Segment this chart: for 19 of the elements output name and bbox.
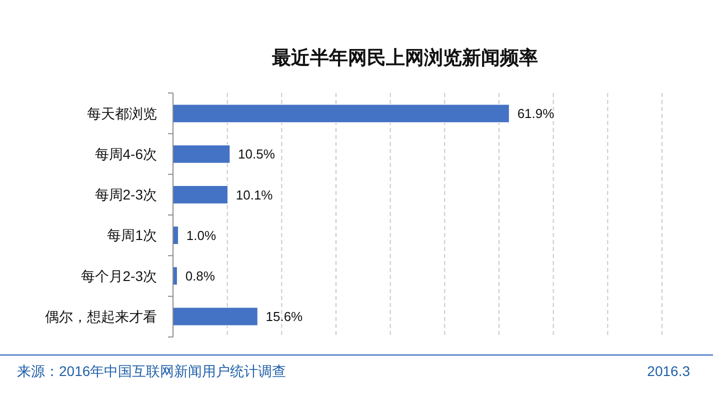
bar (172, 104, 510, 124)
y-tick-label: 每周4-6次 (94, 146, 157, 162)
bar (172, 306, 258, 326)
data-label: 1.0% (186, 228, 217, 243)
y-tick-label: 每个月2-3次 (80, 268, 157, 284)
y-tick-label: 每周2-3次 (94, 186, 157, 203)
source-note: 来源：2016年中国互联网新闻用户统计调查 (17, 363, 286, 379)
bar (172, 185, 228, 204)
chart-title: 最近半年网民上网浏览新闻频率 (271, 47, 538, 69)
bar (172, 144, 230, 164)
y-tick-label: 每周1次 (107, 227, 157, 244)
y-tick-label: 每天都浏览 (87, 105, 157, 122)
data-label: 10.1% (236, 187, 274, 202)
text: 2016.3 (647, 363, 690, 379)
y-tick-label: 偶尔，想起来才看 (45, 308, 157, 324)
data-label: 15.6% (266, 309, 304, 324)
data-label: 61.9% (517, 106, 555, 122)
data-label: 10.5% (238, 146, 276, 162)
data-label: 0.8% (185, 268, 216, 284)
